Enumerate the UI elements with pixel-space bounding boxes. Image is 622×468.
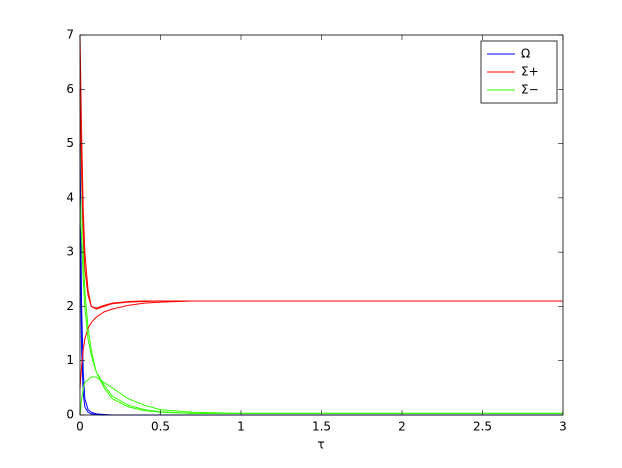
x-tick-label: 2.5 — [473, 420, 492, 434]
y-tick-label: 5 — [66, 136, 74, 150]
x-tick-label: 0 — [76, 420, 84, 434]
x-tick-label: 3 — [559, 420, 567, 434]
x-tick-label: 2 — [398, 420, 406, 434]
y-tick-label: 7 — [66, 28, 74, 42]
x-tick-label: 1.5 — [312, 420, 331, 434]
legend-label: Σ− — [521, 83, 539, 97]
series-line — [79, 197, 563, 414]
x-tick-label: 0.5 — [151, 420, 170, 434]
y-tick-label: 3 — [66, 245, 74, 259]
legend-label: Ω — [521, 47, 530, 61]
y-tick-label: 4 — [66, 190, 74, 204]
legend-label: Σ+ — [521, 65, 539, 79]
y-tick-label: 0 — [66, 408, 74, 422]
series-line — [79, 89, 563, 309]
x-tick-label: 1 — [237, 420, 245, 434]
y-tick-label: 2 — [66, 299, 74, 313]
y-tick-label: 6 — [66, 82, 74, 96]
y-tick-label: 1 — [66, 353, 74, 367]
x-axis-label: τ — [317, 438, 324, 452]
